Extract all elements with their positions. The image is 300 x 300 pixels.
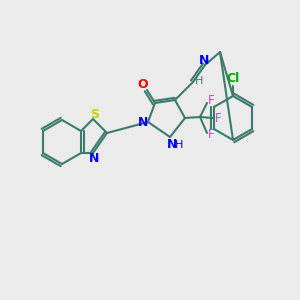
- Text: Cl: Cl: [226, 73, 240, 85]
- Text: H: H: [195, 76, 203, 86]
- Text: O: O: [138, 79, 148, 92]
- Text: N: N: [138, 116, 148, 128]
- Text: N: N: [167, 137, 177, 151]
- Text: N: N: [199, 53, 209, 67]
- Text: F: F: [215, 112, 221, 124]
- Text: H: H: [175, 140, 183, 150]
- Text: F: F: [208, 94, 214, 107]
- Text: F: F: [208, 128, 214, 142]
- Text: N: N: [89, 152, 99, 164]
- Text: S: S: [91, 109, 100, 122]
